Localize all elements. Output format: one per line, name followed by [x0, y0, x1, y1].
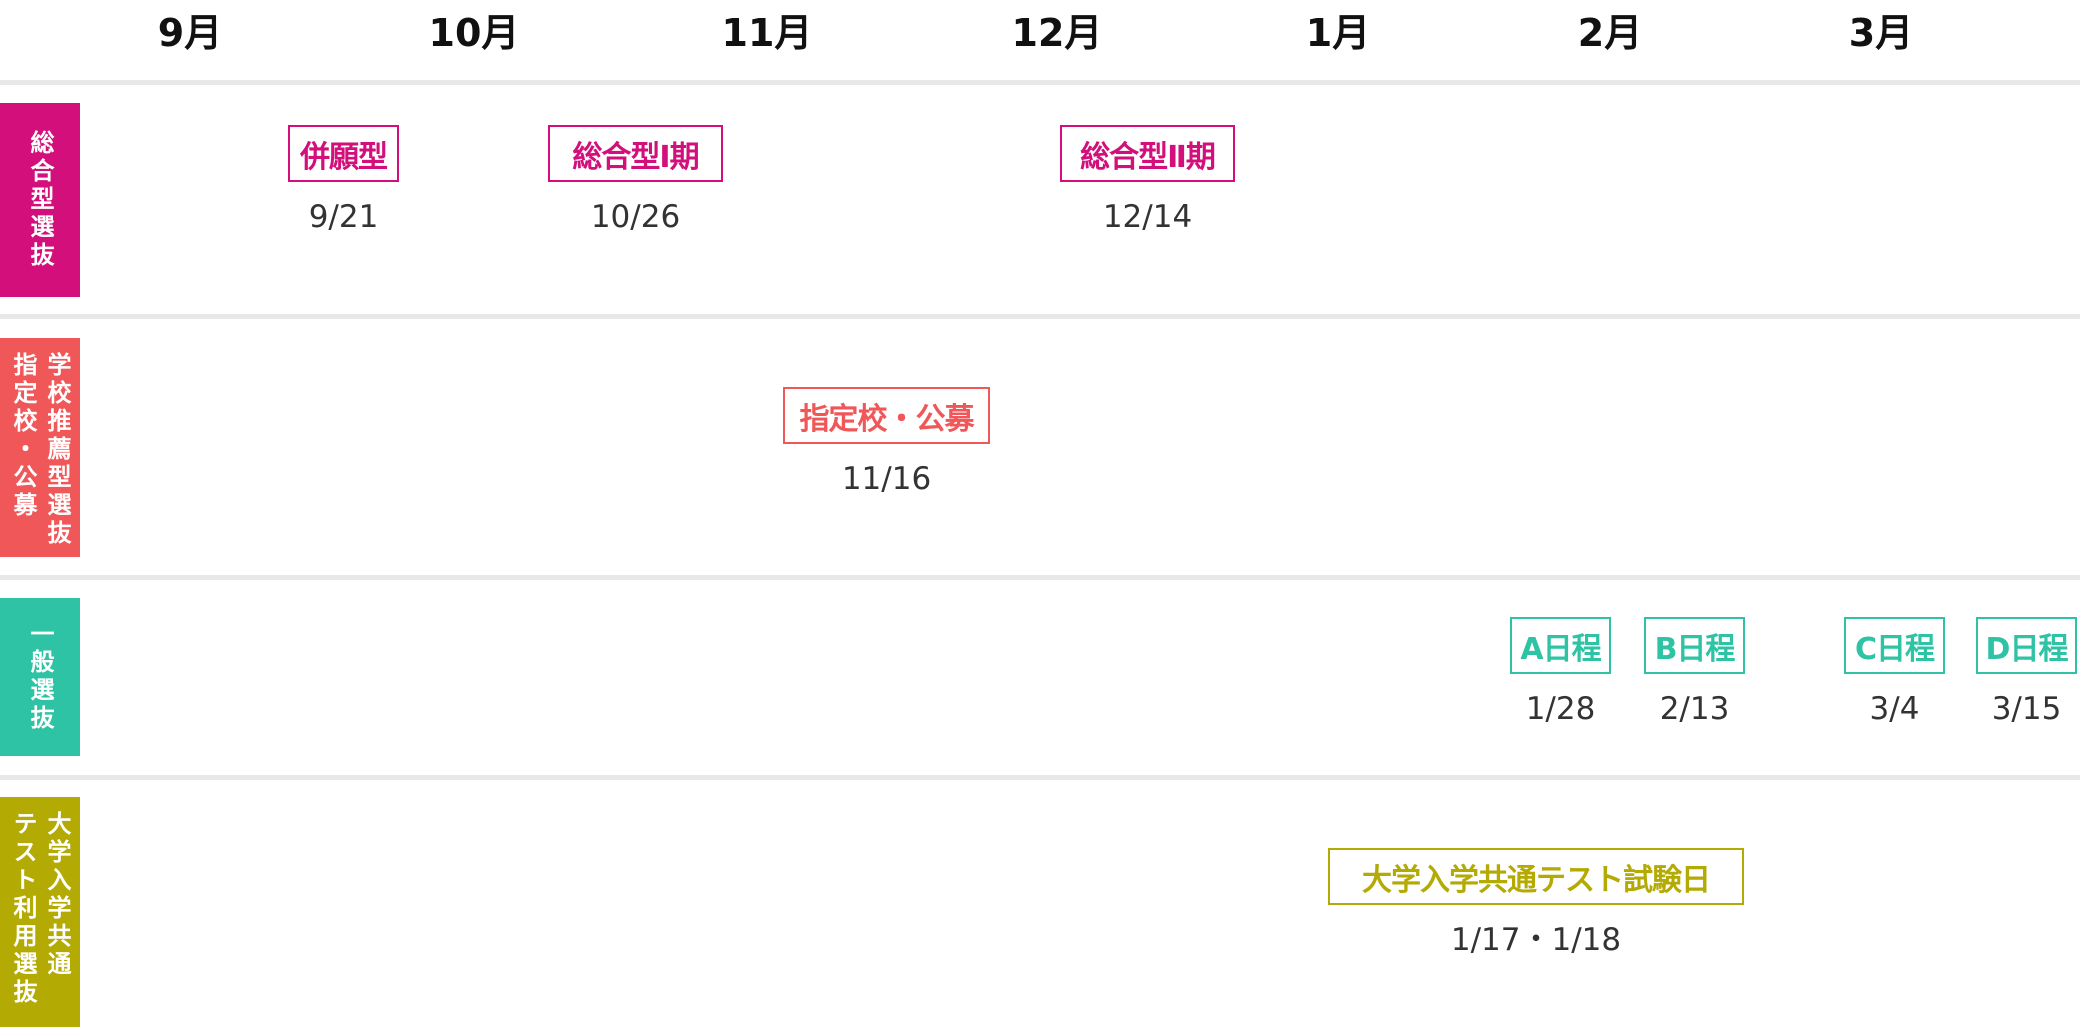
month-label: 10月 — [404, 8, 544, 58]
category-label-sogo: 総合型選抜 — [0, 103, 80, 297]
row-divider — [0, 80, 2080, 85]
category-label-text: 一般選抜 — [26, 621, 54, 733]
category-label-text: テスト利用選抜 — [9, 811, 37, 1007]
row-divider — [0, 775, 2080, 780]
month-label: 2月 — [1540, 8, 1680, 58]
event-date: 10/26 — [486, 197, 786, 237]
event-label: 総合型Ⅱ期 — [1060, 125, 1235, 182]
event-date: 11/16 — [737, 459, 1037, 499]
event-label: 大学入学共通テスト試験日 — [1328, 848, 1744, 905]
category-label-text: 総合型選抜 — [26, 130, 54, 270]
month-label: 9月 — [120, 8, 260, 58]
row-divider — [0, 575, 2080, 580]
month-label: 3月 — [1811, 8, 1951, 58]
row-divider — [0, 314, 2080, 319]
event-label: B日程 — [1644, 617, 1745, 674]
event-label: C日程 — [1844, 617, 1945, 674]
month-label: 11月 — [697, 8, 837, 58]
category-label-shitei: 学校推薦型選抜指定校・公募 — [0, 338, 80, 557]
event-date: 9/21 — [194, 197, 494, 237]
month-label: 12月 — [987, 8, 1127, 58]
event-label: D日程 — [1976, 617, 2077, 674]
event-label: 併願型 — [288, 125, 399, 182]
category-label-ippan: 一般選抜 — [0, 598, 80, 756]
event-date: 3/15 — [1877, 689, 2080, 729]
category-label-text: 指定校・公募 — [9, 352, 37, 520]
event-label: A日程 — [1510, 617, 1611, 674]
event-label: 総合型Ⅰ期 — [548, 125, 723, 182]
event-label: 指定校・公募 — [783, 387, 990, 444]
category-label-text: 学校推薦型選抜 — [43, 352, 71, 548]
category-label-text: 大学入学共通 — [43, 811, 71, 979]
month-label: 1月 — [1268, 8, 1408, 58]
event-date: 1/17・1/18 — [1386, 920, 1686, 960]
event-date: 12/14 — [998, 197, 1298, 237]
category-label-kyotsu: 大学入学共通テスト利用選抜 — [0, 797, 80, 1027]
